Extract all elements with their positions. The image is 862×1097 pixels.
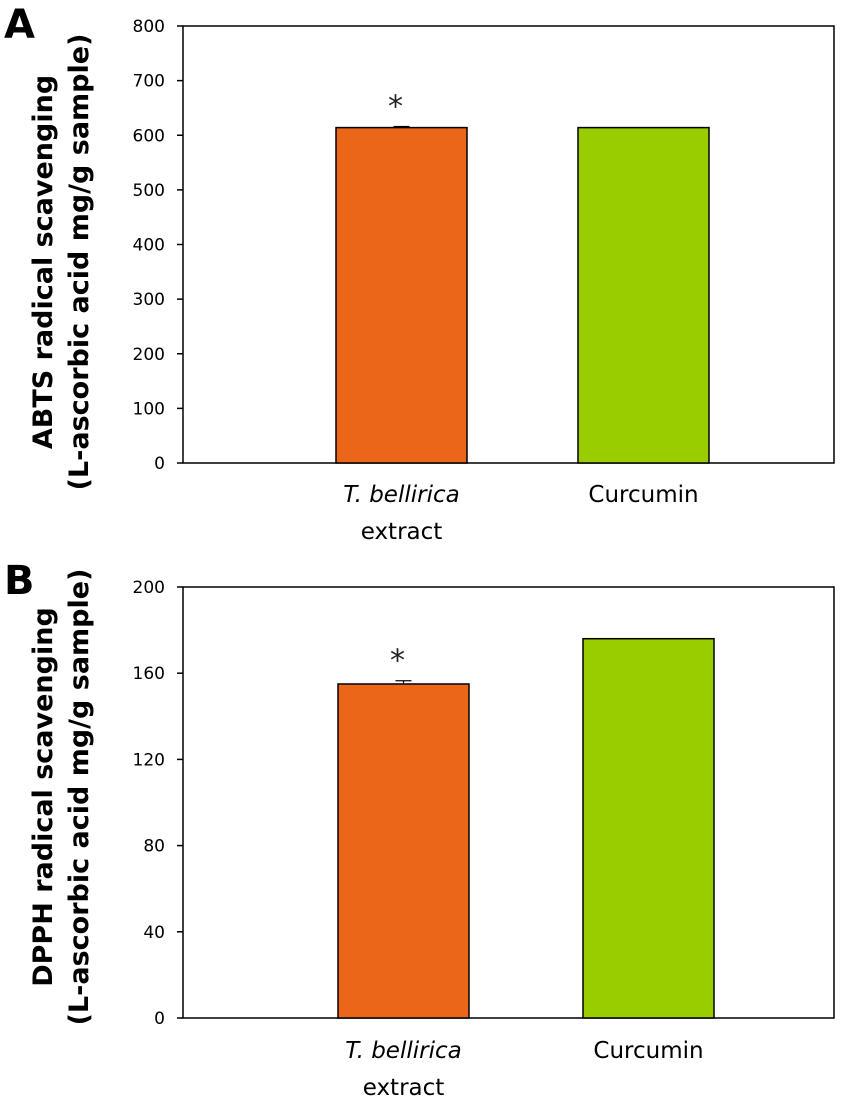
panel-a-ylabel-line2: (L-ascorbic acid mg/g sample) bbox=[64, 34, 95, 491]
panel-a-ytick-label: 700 bbox=[133, 72, 165, 92]
panel-a-ytick-label: 100 bbox=[133, 399, 165, 419]
panel-a-significance-1: * bbox=[388, 90, 403, 125]
panel-b-category-label-2-line-1: Curcumin bbox=[593, 1038, 703, 1064]
panel-b-plot-frame bbox=[182, 586, 835, 1019]
panel-a-ylabel-line1: ABTS radical scavenging bbox=[28, 75, 59, 449]
panel-a-ytick-label: 800 bbox=[133, 17, 165, 37]
panel-a-bar-2 bbox=[577, 126, 710, 464]
panel-a-ytick-label: 300 bbox=[133, 290, 165, 310]
panel-b-ytick-label: 40 bbox=[143, 923, 165, 943]
panel-a-bar-1 bbox=[335, 126, 468, 464]
panel-b-bar-1 bbox=[337, 683, 470, 1019]
panel-a-ytick-label: 200 bbox=[133, 345, 165, 365]
panel-b: B DPPH radical scavenging (L-ascorbic ac… bbox=[4, 558, 835, 1097]
panel-b-ytick-label: 200 bbox=[133, 578, 165, 598]
panel-a-bars: * bbox=[335, 90, 710, 464]
panel-b-ylabel-line2: (L-ascorbic acid mg/g sample) bbox=[64, 569, 95, 1026]
panel-b-y-ticks: 0 40 80 120 160 200 bbox=[133, 578, 183, 1029]
panel-a-ytick-label: 600 bbox=[133, 126, 165, 146]
panel-a-label: A bbox=[4, 2, 35, 48]
panel-a-category-label-2-line-1: Curcumin bbox=[588, 482, 698, 508]
panel-b-ytick-label: 120 bbox=[133, 750, 165, 770]
panel-a-plot-frame bbox=[182, 25, 835, 464]
panel-a-category-label-1-line-1: T. bellirica bbox=[343, 482, 459, 508]
panel-b-ytick-label: 80 bbox=[143, 837, 165, 857]
panel-a: A ABTS radical scavenging (L-ascorbic ac… bbox=[4, 2, 835, 545]
panel-b-bars: * bbox=[337, 637, 715, 1019]
panel-b-ytick-label: 160 bbox=[133, 664, 165, 684]
panel-b-ylabel-line1: DPPH radical scavenging bbox=[28, 607, 59, 987]
panel-a-ytick-label: 400 bbox=[133, 236, 165, 256]
panel-a-category-label-1-line-2: extract bbox=[361, 519, 443, 545]
panel-a-ytick-label: 0 bbox=[154, 454, 165, 474]
panel-b-category-label-1-line-1: T. bellirica bbox=[345, 1038, 461, 1064]
panel-b-ytick-label: 0 bbox=[154, 1009, 165, 1029]
panel-a-category-labels: T. bellirica extract Curcumin bbox=[343, 482, 698, 545]
panel-b-bar-2 bbox=[582, 637, 715, 1019]
panel-b-category-labels: T. bellirica extract Curcumin bbox=[345, 1038, 703, 1097]
panel-b-significance-1: * bbox=[390, 644, 405, 679]
panel-b-category-label-1-line-2: extract bbox=[363, 1075, 445, 1097]
panel-a-ytick-label: 500 bbox=[133, 181, 165, 201]
panel-b-label: B bbox=[4, 558, 35, 604]
panel-a-y-ticks: 0 100 200 300 400 500 600 700 800 bbox=[133, 17, 183, 474]
